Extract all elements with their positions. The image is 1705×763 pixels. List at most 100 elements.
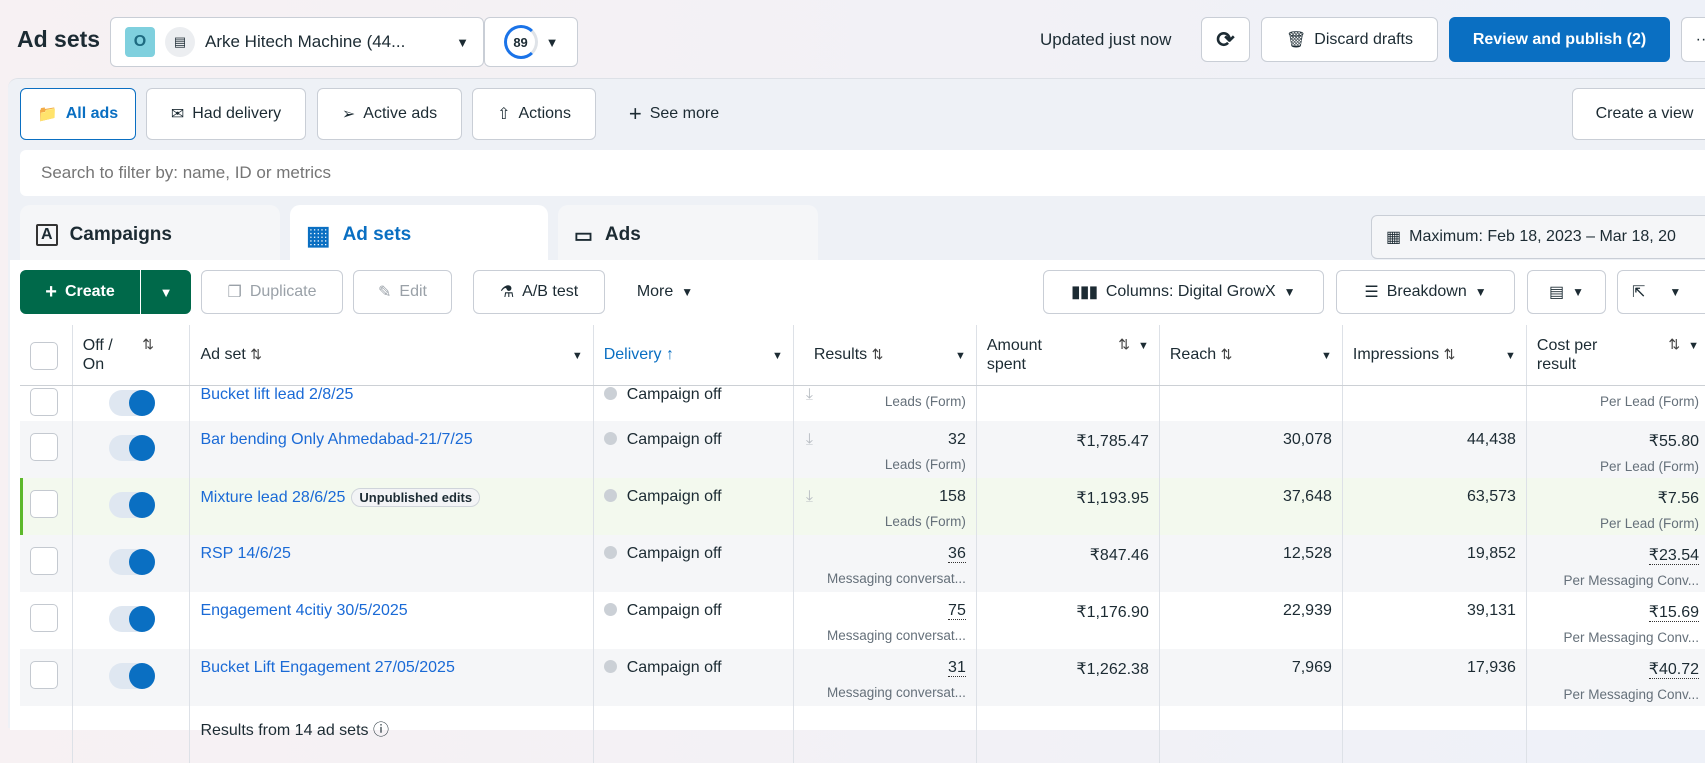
row-checkbox[interactable] — [30, 433, 58, 461]
filter-active-ads[interactable]: ➢ Active ads — [317, 88, 462, 140]
row-checkbox[interactable] — [30, 387, 58, 416]
chevron-down-icon[interactable]: ▼ — [771, 349, 783, 362]
discard-drafts-button[interactable]: 🗑 Discard drafts — [1261, 17, 1438, 62]
adset-name-link[interactable]: Bucket lift lead 2/8/25 — [200, 385, 354, 403]
trash-icon: 🗑 — [1285, 31, 1307, 49]
adset-name-link[interactable]: Engagement 4citiy 30/5/2025 — [200, 602, 408, 619]
header-results[interactable]: Results ⇅ ▼ — [793, 325, 977, 386]
tab-ads[interactable]: ▭ Ads — [558, 205, 818, 265]
header-impressions[interactable]: Impressions ⇅ ▼ — [1342, 325, 1527, 386]
plus-icon: + — [45, 280, 57, 303]
table-row[interactable]: RSP 14/6/25 Campaign off 36 Messaging con… — [20, 535, 1705, 592]
chevron-down-icon[interactable]: ▼ — [571, 349, 583, 362]
on-off-toggle[interactable] — [108, 389, 155, 416]
business-icon: ▤ — [165, 27, 195, 57]
delivery-cell: Campaign off — [593, 592, 794, 649]
chevron-down-icon[interactable]: ▼ — [954, 349, 966, 362]
cost-type: Per Lead (Form) — [1599, 393, 1699, 409]
filter-all-ads[interactable]: 📁 All ads — [20, 88, 136, 140]
filter-had-delivery[interactable]: ✉ Had delivery — [146, 88, 306, 140]
adset-name-link[interactable]: Bucket Lift Engagement 27/05/2025 — [200, 659, 455, 676]
row-checkbox[interactable] — [30, 661, 58, 689]
on-off-toggle[interactable] — [108, 663, 155, 689]
row-checkbox[interactable] — [30, 604, 58, 632]
tab-ad-sets[interactable]: ▦ Ad sets — [290, 205, 548, 265]
chevron-down-icon[interactable]: ▼ — [1505, 349, 1516, 362]
info-icon[interactable]: ⓘ — [372, 722, 389, 739]
more-options-button[interactable]: ·· — [1681, 17, 1705, 62]
adset-name-link[interactable]: Mixture lead 28/6/25 — [200, 489, 346, 506]
table-footer: Results from 14 ad sets ⓘ — [20, 706, 1705, 763]
calendar-icon: ▦ — [1386, 229, 1402, 246]
on-off-toggle[interactable] — [108, 549, 155, 575]
table-row[interactable]: Mixture lead 28/6/25 Unpublished edits Ca… — [20, 478, 1705, 535]
table-row[interactable]: Engagement 4citiy 30/5/2025 Campaign off… — [20, 592, 1705, 649]
on-off-toggle[interactable] — [108, 435, 155, 461]
reports-button[interactable]: ▤ ▼ — [1527, 270, 1606, 314]
cost-type: Per Messaging Conv... — [1563, 687, 1699, 702]
search-input[interactable] — [20, 150, 1705, 196]
chevron-down-icon[interactable]: ▼ — [1688, 339, 1699, 352]
adset-name-link[interactable]: RSP 14/6/25 — [200, 545, 291, 562]
cost-value: ₹55.80 — [1648, 433, 1699, 450]
download-icon[interactable]: ⤓ — [805, 488, 813, 505]
row-checkbox[interactable] — [30, 547, 58, 575]
edit-button[interactable]: ✎ Edit — [353, 270, 452, 314]
header-reach[interactable]: Reach ⇅ ▼ — [1159, 325, 1343, 386]
reach-cell: 7,969 — [1159, 649, 1343, 706]
sort-icon: ⇅ — [250, 345, 262, 362]
export-button[interactable]: ⇱ ▼ — [1617, 270, 1705, 314]
create-dropdown-button[interactable]: ▼ — [141, 270, 191, 314]
chevron-down-icon[interactable]: ▼ — [1320, 349, 1332, 362]
opportunity-score-button[interactable]: 89 ▼ — [484, 17, 578, 67]
campaign-folder-icon: A — [36, 224, 58, 246]
cost-cell: ₹55.80 Per Lead (Form) — [1526, 421, 1705, 478]
review-publish-button[interactable]: Review and publish (2) — [1449, 17, 1670, 62]
more-button[interactable]: More ▼ — [620, 270, 710, 314]
refresh-button[interactable]: ⟳ — [1201, 17, 1250, 62]
table-row[interactable]: Bar bending Only Ahmedabad-21/7/25 Campa… — [20, 421, 1705, 478]
header-amount[interactable]: Amount spent ▼ ⇅ — [976, 325, 1160, 386]
sort-asc-icon: ↑ — [665, 345, 674, 363]
on-off-toggle[interactable] — [108, 492, 155, 518]
download-icon[interactable]: ⤓ — [805, 385, 813, 403]
duplicate-button[interactable]: ❐ Duplicate — [201, 270, 343, 314]
header-label: Delivery — [603, 345, 662, 363]
filter-label: Actions — [518, 105, 571, 122]
results-value: 36 — [948, 545, 966, 563]
result-type: Leads (Form) — [884, 457, 966, 472]
download-icon[interactable]: ⤓ — [805, 431, 813, 448]
adset-name-link[interactable]: Bar bending Only Ahmedabad-21/7/25 — [200, 431, 473, 448]
account-selector[interactable]: O ▤ Arke Hitech Machine (44... ▼ — [110, 17, 484, 67]
tab-campaigns[interactable]: A Campaigns — [20, 205, 280, 265]
table-row[interactable]: Bucket Lift Engagement 27/05/2025 Campai… — [20, 649, 1705, 706]
select-all-checkbox[interactable] — [30, 341, 58, 370]
on-off-toggle[interactable] — [108, 606, 155, 632]
discard-label: Discard drafts — [1314, 30, 1413, 48]
reports-icon: ▤ — [1548, 284, 1565, 301]
ab-test-button[interactable]: ⚗ A/B test — [473, 270, 605, 314]
date-range-button[interactable]: ▦ Maximum: Feb 18, 2023 – Mar 18, 20 — [1371, 215, 1705, 259]
select-cell — [20, 421, 73, 478]
chevron-down-icon[interactable]: ▼ — [1137, 339, 1149, 352]
header-delivery[interactable]: Delivery ↑ ▼ — [593, 325, 794, 386]
header-cost[interactable]: Cost per result ▼ ⇅ — [1526, 325, 1705, 386]
footer-cell: Results from 14 ad sets ⓘ — [189, 706, 594, 763]
filter-actions[interactable]: ⇧ Actions — [472, 88, 596, 140]
result-type: Messaging conversat... — [827, 571, 966, 586]
amount-cell: ₹1,176.90 — [976, 592, 1160, 649]
select-cell — [20, 649, 73, 706]
breakdown-button[interactable]: ☰ Breakdown ▼ — [1336, 270, 1515, 314]
row-checkbox[interactable] — [30, 490, 58, 518]
columns-button[interactable]: ▮▮▮ Columns: Digital GrowX ▼ — [1043, 270, 1324, 314]
header-label: Cost per result — [1536, 336, 1598, 373]
create-button[interactable]: + Create — [20, 270, 140, 314]
results-cell: 31 Messaging conversat... — [793, 649, 977, 706]
header-onoff[interactable]: Off / On ⇅ — [72, 325, 191, 386]
table-row[interactable]: Bucket lift lead 2/8/25 Campaign off ⤓ Le… — [20, 385, 1705, 421]
header-adset[interactable]: Ad set ⇅ ▼ — [189, 325, 594, 386]
reach-cell: 30,078 — [1159, 421, 1343, 478]
create-view-button[interactable]: Create a view — [1572, 88, 1705, 140]
see-more-button[interactable]: + See more — [612, 88, 736, 140]
sort-icon: ⇅ — [1118, 335, 1130, 352]
